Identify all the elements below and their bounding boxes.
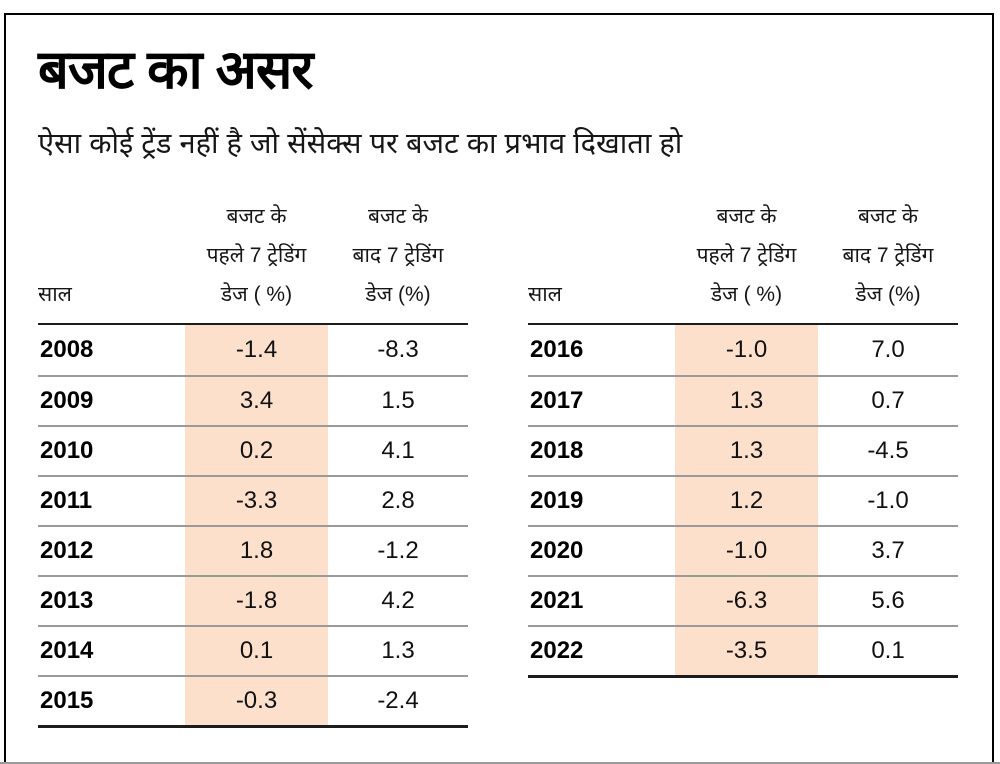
year-cell: 2017: [530, 387, 584, 414]
pre-budget-value-cell: 1.3: [675, 377, 818, 425]
table-header: साल बजट के पहले 7 ट्रेडिंग डेज ( %) बजट …: [528, 197, 958, 325]
page-title: बजट का असर: [38, 40, 313, 100]
year-cell: 2013: [40, 587, 94, 614]
pre-budget-value-cell: -1.8: [185, 577, 328, 625]
table-row: 2011 -3.3 2.8: [38, 475, 468, 525]
column-header-after-budget: बजट के बाद 7 ट्रेडिंग डेज (%): [842, 205, 934, 306]
post-budget-value-cell: -1.0: [867, 487, 909, 514]
post-budget-value-cell: 0.7: [871, 387, 905, 414]
pre-budget-value-cell: 0.1: [185, 627, 328, 675]
table-row: 2014 0.1 1.3: [38, 625, 468, 675]
table-row: 2017 1.3 0.7: [528, 375, 958, 425]
post-budget-value-cell: 5.6: [871, 587, 905, 614]
pre-budget-value-cell: 0.2: [185, 427, 328, 475]
column-header-year: साल: [38, 283, 72, 306]
post-budget-value-cell: 7.0: [871, 336, 905, 363]
table-row: 2009 3.4 1.5: [38, 375, 468, 425]
table-row: 2020 -1.0 3.7: [528, 525, 958, 575]
post-budget-value-cell: -2.4: [377, 687, 419, 714]
table-row: 2008 -1.4 -8.3: [38, 325, 468, 375]
pre-budget-value-cell: -3.5: [675, 627, 818, 675]
post-budget-value-cell: 2.8: [381, 487, 415, 514]
pre-budget-value-cell: 1.3: [675, 427, 818, 475]
year-cell: 2019: [530, 487, 584, 514]
table-row: 2012 1.8 -1.2: [38, 525, 468, 575]
year-cell: 2018: [530, 437, 584, 464]
tables-container: साल बजट के पहले 7 ट्रेडिंग डेज ( %) बजट …: [38, 197, 992, 728]
pre-budget-value-cell: -3.3: [185, 477, 328, 525]
year-cell: 2015: [40, 687, 94, 714]
infographic: बजट का असर ऐसा कोई ट्रेंड नहीं है जो सें…: [6, 15, 992, 728]
page-subtitle: ऐसा कोई ट्रेंड नहीं है जो सेंसेक्स पर बज…: [38, 128, 683, 160]
table-row: 2019 1.2 -1.0: [528, 475, 958, 525]
table-row: 2016 -1.0 7.0: [528, 325, 958, 375]
table-row: 2015 -0.3 -2.4: [38, 675, 468, 725]
pre-budget-value-cell: 1.8: [185, 527, 328, 575]
pre-budget-value-cell: -1.0: [675, 325, 818, 375]
year-cell: 2022: [530, 637, 584, 664]
post-budget-value-cell: -8.3: [377, 336, 419, 363]
post-budget-value-cell: -1.2: [377, 537, 419, 564]
pre-budget-value-cell: -6.3: [675, 577, 818, 625]
bottom-edge-line: [0, 762, 1000, 764]
year-cell: 2014: [40, 637, 94, 664]
table-row: 2022 -3.5 0.1: [528, 625, 958, 675]
post-budget-value-cell: 1.3: [381, 637, 415, 664]
year-cell: 2008: [40, 336, 94, 363]
pre-budget-value-cell: 1.2: [675, 477, 818, 525]
year-cell: 2010: [40, 437, 94, 464]
table-row: 2021 -6.3 5.6: [528, 575, 958, 625]
table-header: साल बजट के पहले 7 ट्रेडिंग डेज ( %) बजट …: [38, 197, 468, 325]
table-row: 2010 0.2 4.1: [38, 425, 468, 475]
pre-budget-value-cell: 3.4: [185, 377, 328, 425]
pre-budget-value-cell: -1.4: [185, 325, 328, 375]
column-header-year: साल: [528, 283, 562, 306]
year-cell: 2020: [530, 537, 584, 564]
pre-budget-value-cell: -0.3: [185, 677, 328, 725]
table-row: 2018 1.3 -4.5: [528, 425, 958, 475]
pre-budget-value-cell: -1.0: [675, 527, 818, 575]
post-budget-value-cell: 4.1: [381, 437, 415, 464]
post-budget-value-cell: 0.1: [871, 637, 905, 664]
post-budget-value-cell: -4.5: [867, 437, 909, 464]
budget-table-2016-2022: साल बजट के पहले 7 ट्रेडिंग डेज ( %) बजट …: [528, 197, 958, 728]
table-body: 2008 -1.4 -8.3 2009 3.4 1.5 2010 0.2 4.1…: [38, 325, 468, 728]
post-budget-value-cell: 1.5: [381, 387, 415, 414]
year-cell: 2016: [530, 336, 584, 363]
post-budget-value-cell: 3.7: [871, 537, 905, 564]
column-header-before-budget: बजट के पहले 7 ट्रेडिंग डेज ( %): [696, 205, 797, 306]
table-body: 2016 -1.0 7.0 2017 1.3 0.7 2018 1.3 -4.5…: [528, 325, 958, 678]
column-header-before-budget: बजट के पहले 7 ट्रेडिंग डेज ( %): [206, 205, 307, 306]
year-cell: 2009: [40, 387, 94, 414]
year-cell: 2021: [530, 587, 584, 614]
table-row: 2013 -1.8 4.2: [38, 575, 468, 625]
year-cell: 2012: [40, 537, 94, 564]
column-header-after-budget: बजट के बाद 7 ट्रेडिंग डेज (%): [352, 205, 444, 306]
year-cell: 2011: [40, 487, 93, 514]
budget-table-2008-2015: साल बजट के पहले 7 ट्रेडिंग डेज ( %) बजट …: [38, 197, 468, 728]
post-budget-value-cell: 4.2: [381, 587, 415, 614]
